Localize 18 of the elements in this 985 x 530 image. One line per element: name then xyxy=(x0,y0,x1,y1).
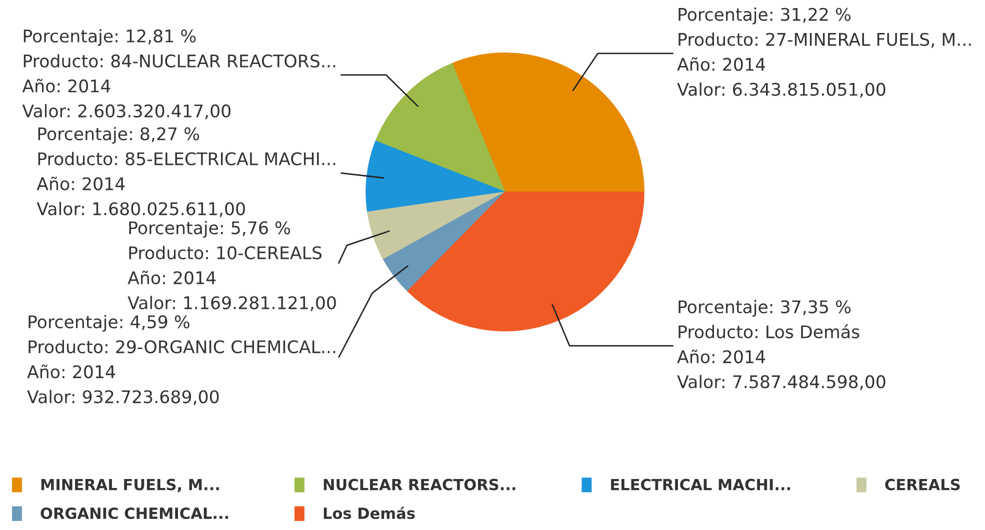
data-label: Porcentaje: 8,27 % Producto: 85-ELECTRICAL MACHI... Año: 2014 Valor: 1.680.025.611,00 xyxy=(36,126,336,218)
pie-slice xyxy=(366,140,506,212)
pie-slice xyxy=(452,52,644,192)
data-label: Porcentaje: 5,76 % Producto: 10-CEREALS Año: 2014 Valor: 1.169.281.121,00 xyxy=(128,220,336,312)
legend-label: MINERAL FUELS, M... xyxy=(41,478,219,492)
legend-label: Los Demás xyxy=(324,506,415,520)
data-label: Porcentaje: 37,35 % Producto: Los Demás Año: 2014 Valor: 7.587.484.598,00 xyxy=(677,300,886,390)
legend-label: ORGANIC CHEMICAL... xyxy=(40,507,228,520)
pie-slice xyxy=(383,192,506,292)
data-label: Porcentaje: 12,81 % Producto: 84-NUCLEAR REACTORS... Año: 2014 Valor: 2.603.320.417,00 xyxy=(22,29,336,120)
legend-label: NUCLEAR REACTORS... xyxy=(324,478,516,490)
legend-label: ELECTRICAL MACHI... xyxy=(611,478,790,490)
data-label: Porcentaje: 31,22 % Producto: 27-MINERAL FUELS, M... Año: 2014 Valor: 6.343.815.051,00 xyxy=(677,8,971,98)
pie-slice xyxy=(367,192,506,260)
pie-slice xyxy=(407,192,644,332)
data-label: Porcentaje: 4,59 % Producto: 29-ORGANIC CHEMICAL... Año: 2014 Valor: 932.723.689,00 xyxy=(27,314,336,406)
legend-label: CEREALS xyxy=(885,478,960,490)
pie-slice xyxy=(375,63,506,192)
